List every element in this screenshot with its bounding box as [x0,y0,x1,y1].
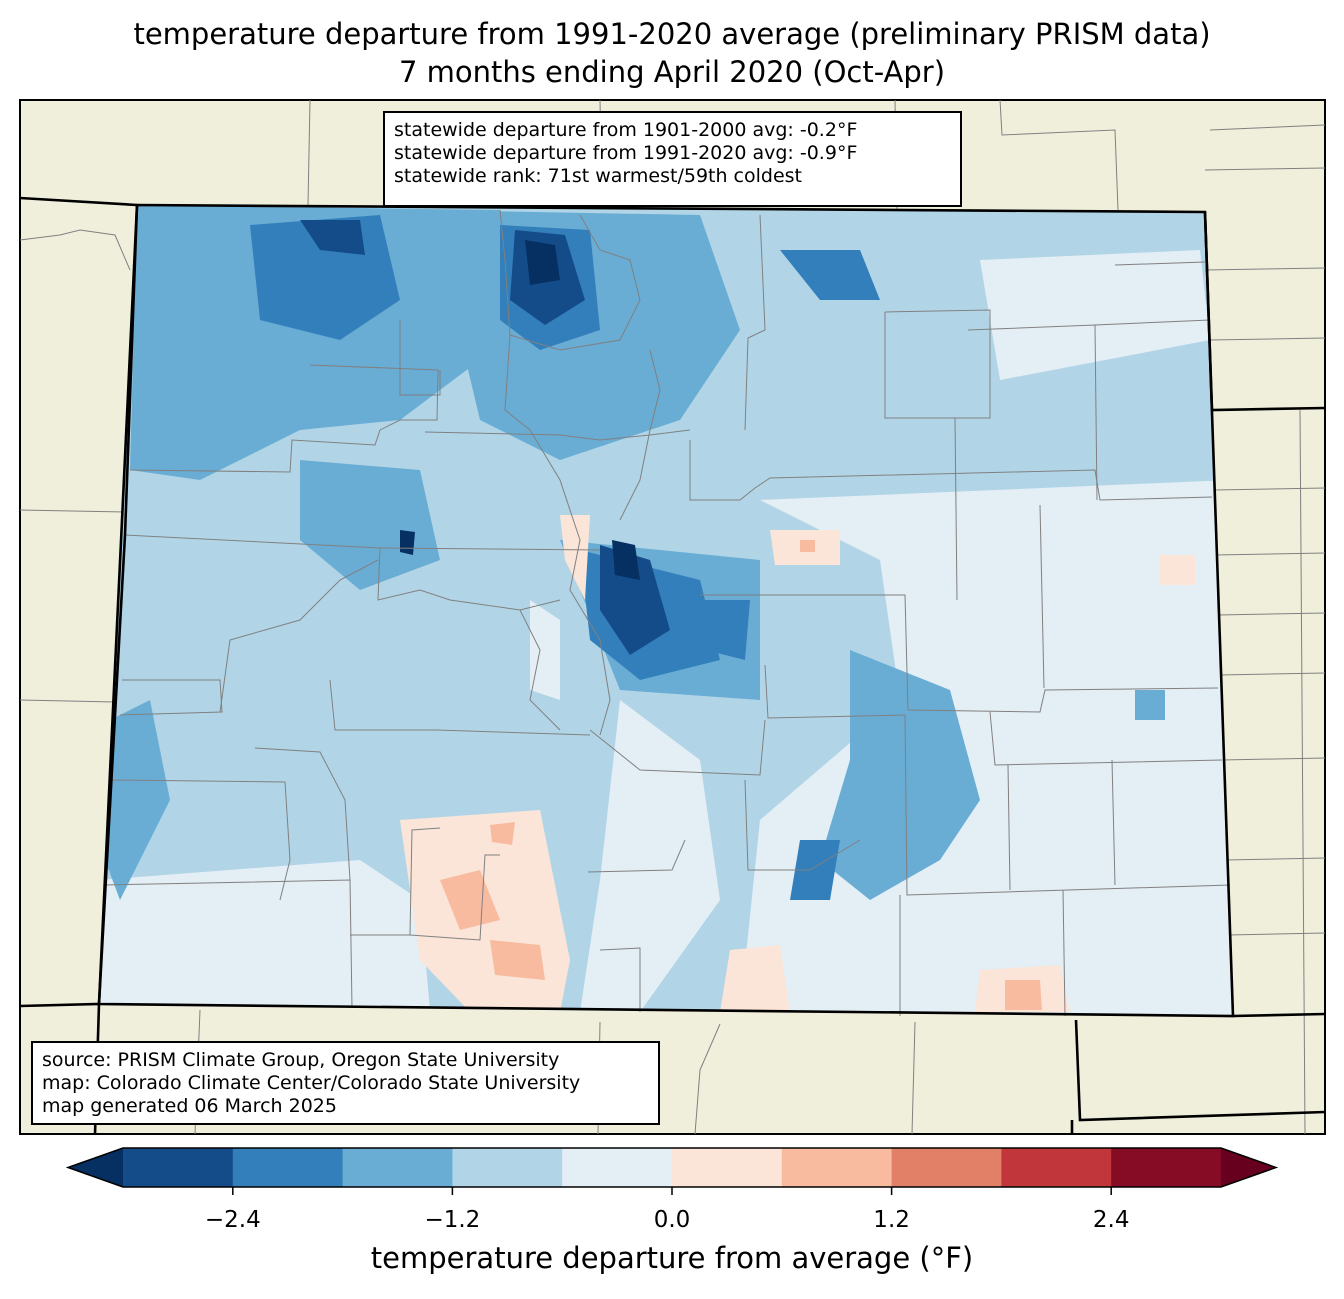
colorbar-label: temperature departure from average (°F) [370,1241,974,1275]
colorbar-tick-label: 0.0 [653,1207,691,1233]
credit-source: source: PRISM Climate Group, Oregon Stat… [42,1049,560,1071]
colorbar-segment [342,1148,453,1187]
colorbar-extend-high [1221,1148,1276,1187]
colorado-temperature-field [99,205,1233,1016]
colorbar-tick-label: 1.2 [873,1207,910,1233]
colorbar-segment [562,1148,673,1187]
colorbar-segment [1111,1148,1222,1187]
colorbar-segment [672,1148,783,1187]
colorbar-tick-label: 2.4 [1092,1207,1130,1233]
colorbar-segment [232,1148,344,1187]
credit-generated: map generated 06 March 2025 [42,1095,337,1117]
colorbar-segment [123,1148,234,1187]
colorbar-segment [1001,1148,1112,1187]
colorbar-tick-label: −2.4 [204,1207,261,1233]
colorbar [65,1147,1279,1195]
colorbar-segment [891,1148,1002,1187]
credits-box: source: PRISM Climate Group, Oregon Stat… [31,1041,660,1125]
stat-rank: statewide rank: 71st warmest/59th coldes… [394,165,803,187]
stat-departure-1901-2000: statewide departure from 1901-2000 avg: … [394,119,858,141]
colorbar-segment [781,1148,893,1187]
stat-departure-1991-2020: statewide departure from 1991-2020 avg: … [394,142,858,164]
colorbar-segment [452,1148,563,1187]
colorbar-outline [65,1147,1279,1188]
statewide-stats-box: statewide departure from 1901-2000 avg: … [383,111,962,207]
map-title: temperature departure from 1991-2020 ave… [133,17,1211,51]
colorbar-tick-label: −1.2 [424,1207,481,1233]
map-subtitle: 7 months ending April 2020 (Oct-Apr) [398,55,946,89]
colorado-county-lines [104,209,1231,1017]
credit-map: map: Colorado Climate Center/Colorado St… [42,1072,581,1094]
colorbar-extend-low [68,1148,123,1187]
